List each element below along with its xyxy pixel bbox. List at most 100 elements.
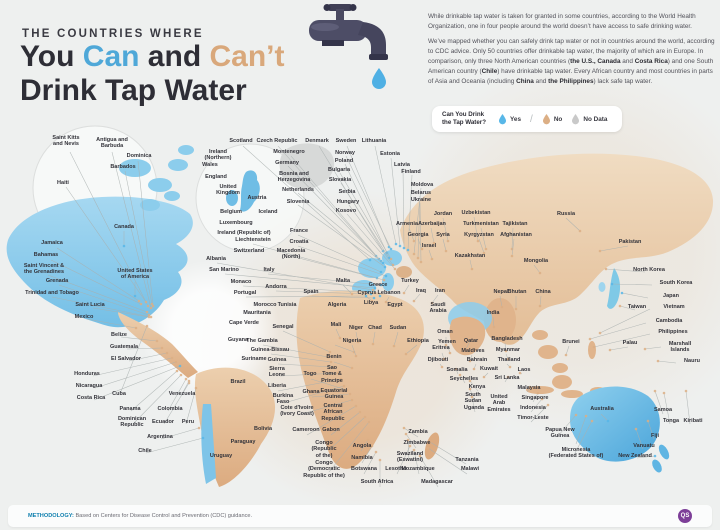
- country-label: Syria: [436, 232, 450, 238]
- legend-item-label: No: [553, 115, 563, 123]
- country-label: Cambodia: [655, 318, 683, 324]
- country-label: Iraq: [415, 288, 427, 294]
- country-label: Bahrain: [466, 357, 488, 363]
- country-label: Palau: [622, 340, 638, 346]
- country-label: Bulgaria: [327, 167, 351, 173]
- title-segment: Can’t: [209, 40, 285, 73]
- country-label: Nauru: [684, 358, 700, 364]
- brand-logo: QS: [678, 509, 692, 523]
- country-label: Burkina Faso: [272, 393, 294, 406]
- country-label: Israel: [421, 243, 437, 249]
- country-label: Fiji: [651, 433, 659, 439]
- country-label: Tajikistan: [502, 221, 528, 227]
- country-label: United Arab Emirates: [487, 394, 511, 413]
- country-label: Finland: [401, 169, 421, 175]
- country-label: Central African Republic: [321, 403, 345, 422]
- country-label: Vanuatu: [633, 443, 655, 449]
- country-label: Antigua and Barbuda: [96, 137, 128, 150]
- country-label: Congo (Democratic Republic of the): [303, 460, 345, 479]
- country-label: Gabon: [322, 427, 340, 433]
- country-label: Mauritania: [243, 310, 271, 316]
- legend-items: Yes / No No Data: [498, 113, 608, 125]
- country-label: Grenada: [45, 278, 69, 284]
- country-label: Namibia: [351, 455, 373, 461]
- country-label: Timor-Leste: [517, 415, 549, 421]
- country-label: Mexico: [74, 314, 94, 320]
- country-label: El Salvador: [111, 356, 141, 362]
- country-label: Bhutan: [507, 289, 527, 295]
- legend-item-label: No Data: [583, 115, 608, 123]
- title-segment: Can: [82, 40, 140, 73]
- country-label: Costa Rica: [76, 395, 106, 401]
- country-label: Kuwait: [479, 366, 499, 372]
- country-label: Mongolia: [523, 258, 549, 264]
- intro-segment: ) lack safe tap water.: [593, 77, 653, 85]
- country-label: South Africa: [360, 479, 394, 485]
- land-arabia: [449, 316, 486, 356]
- legend-item-yes: Yes: [498, 113, 521, 125]
- legend-item-no-data: No Data: [571, 113, 608, 125]
- country-label: Russia: [556, 211, 576, 217]
- country-label: Switzerland: [233, 248, 265, 254]
- land-britain: [240, 170, 260, 212]
- country-label: Zimbabwe: [403, 440, 431, 446]
- country-label: Guinea-Bissau: [250, 347, 290, 353]
- country-label: Kyrgyzstan: [464, 232, 494, 238]
- country-label: North Korea: [633, 267, 665, 273]
- brand-logo-badge: QS: [678, 509, 692, 523]
- country-label: Egypt: [387, 302, 403, 308]
- methodology-label: METHODOLOGY:: [28, 513, 74, 519]
- country-label: Ireland (Republic of): [217, 230, 271, 236]
- country-label: Hungary: [336, 199, 360, 205]
- country-label: Taiwan: [627, 304, 647, 310]
- country-label: Argentina: [147, 434, 173, 440]
- country-label: Luxembourg: [219, 220, 253, 226]
- map-legend: Can You Drink the Tap Water? Yes / No No Da…: [432, 106, 622, 133]
- country-label: Angola: [352, 443, 372, 449]
- country-label: Guyana: [227, 337, 249, 343]
- country-label: Slovenia: [286, 199, 310, 205]
- intro-segment: Costa Rica: [634, 57, 668, 65]
- country-label: Uruguay: [209, 453, 233, 459]
- country-label: Qatar: [463, 338, 479, 344]
- country-label: Peru: [181, 419, 195, 425]
- country-label: Bahamas: [33, 252, 59, 258]
- country-label: Cote d'Ivoire (Ivory Coast): [280, 405, 314, 418]
- country-label: Togo: [303, 371, 317, 377]
- intro-segment: the U.S., Canada: [570, 57, 621, 65]
- country-label: Panama: [119, 406, 141, 412]
- country-label: Samoa: [653, 407, 673, 413]
- title-line2: Drink Tap Water: [20, 73, 247, 107]
- landmasses: [6, 143, 714, 487]
- country-label: South Korea: [659, 280, 693, 286]
- intro-segment: China: [516, 77, 534, 85]
- country-label: Lebanon: [377, 290, 401, 296]
- country-label: Paraguay: [230, 439, 256, 445]
- country-label: China: [535, 289, 551, 295]
- country-label: United Kingdom: [216, 184, 240, 197]
- country-label: San Marino: [209, 267, 239, 273]
- legend-item-no: No: [542, 113, 563, 125]
- footer-bar: METHODOLOGY: Based on Centers for Diseas…: [8, 505, 712, 527]
- country-label: Barbados: [110, 164, 136, 170]
- country-label: Portugal: [233, 290, 257, 296]
- country-label: Saint Kitts and Nevis: [52, 135, 80, 148]
- country-label: Oman: [437, 329, 453, 335]
- country-label: Italy: [263, 267, 275, 273]
- country-label: Tanzania: [455, 457, 479, 463]
- country-label: Albania: [206, 256, 226, 262]
- intro-segment: and: [620, 57, 635, 65]
- country-label: Lithuania: [361, 138, 387, 144]
- country-label: Canada: [114, 224, 134, 230]
- country-label: Kazakhstan: [454, 253, 486, 259]
- country-label: Djibouti: [427, 357, 449, 363]
- country-label: Uganda: [463, 405, 485, 411]
- country-label: Macedonia (North): [276, 248, 306, 261]
- water-drop-icon: [372, 68, 386, 89]
- country-label: Liberia: [267, 383, 287, 389]
- country-label: Venezuela: [168, 391, 196, 397]
- intro-segment: ) have drinkable tap water. Every Africa…: [428, 67, 713, 85]
- country-label: Malawi: [460, 466, 480, 472]
- country-label: Lesotho: [385, 466, 407, 472]
